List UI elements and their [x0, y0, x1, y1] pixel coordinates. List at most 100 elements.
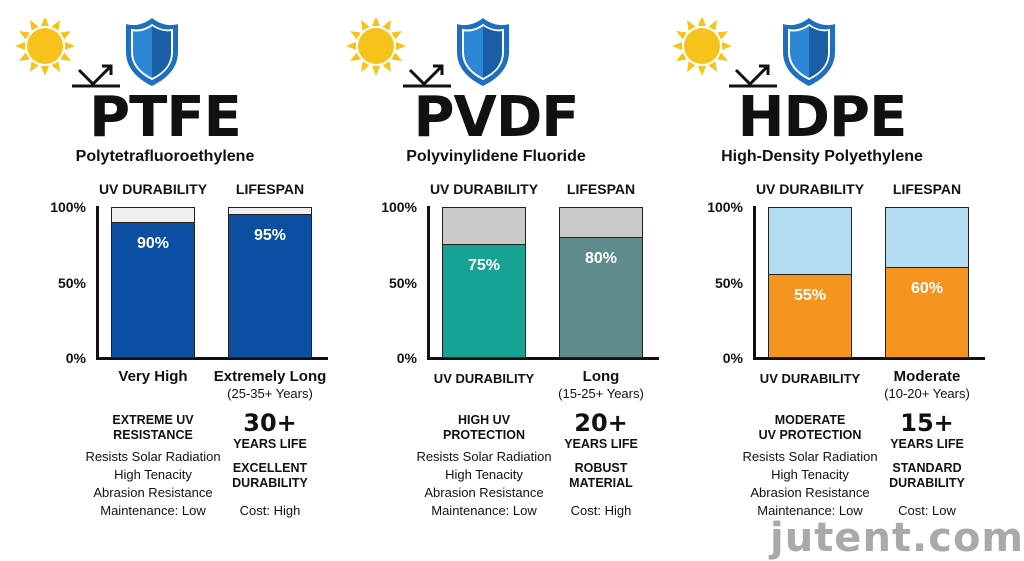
- feature-heading: HIGH UV: [457, 413, 511, 427]
- panel-pvdf: PVDF Polyvinylidene Fluoride UV DURABILITY…: [331, 0, 661, 558]
- data-label: 75%: [467, 257, 501, 275]
- bottom-label: Moderate: [893, 368, 961, 385]
- feature-heading: RESISTANCE: [113, 428, 193, 442]
- material-subtitle: Polytetrafluoroethylene: [75, 148, 255, 165]
- bar-background: 55%: [768, 207, 852, 358]
- feature-item: Maintenance: Low: [757, 503, 863, 518]
- feature-item: High Tenacity: [771, 467, 849, 482]
- lifespan-number: 20+: [574, 409, 628, 437]
- column-header: LIFESPAN: [892, 181, 962, 197]
- cost-label: Cost: High: [570, 503, 632, 518]
- uv-shield-icons: [0, 16, 330, 88]
- shield-icon: [457, 18, 509, 86]
- column-header: LIFESPAN: [235, 181, 305, 197]
- feature-heading: EXTREME UV: [112, 413, 194, 427]
- reflect-arrow-icon: [729, 64, 777, 88]
- bar-background: 95%: [228, 207, 312, 358]
- data-label: 95%: [253, 227, 287, 245]
- bottom-sublabel: (15-25+ Years): [558, 386, 644, 401]
- data-label: 60%: [910, 279, 944, 297]
- y-tick-label: 50%: [57, 275, 86, 291]
- bottom-label: Long: [582, 368, 620, 385]
- years-life-label: YEARS LIFE: [890, 437, 964, 451]
- bottom-label: Very High: [118, 368, 188, 385]
- years-life-label: YEARS LIFE: [564, 437, 638, 451]
- shield-icon: [783, 18, 835, 86]
- bottom-label: UV DURABILITY: [433, 371, 535, 386]
- reflect-arrow-icon: [72, 64, 120, 88]
- watermark: jutent.com: [770, 515, 1024, 561]
- y-axis: [96, 206, 99, 360]
- material-subtitle: Polyvinylidene Fluoride: [406, 148, 586, 165]
- data-label: 55%: [793, 287, 827, 305]
- reflect-arrow-icon: [403, 64, 451, 88]
- y-tick-label: 50%: [388, 275, 417, 291]
- feature-heading: UV PROTECTION: [758, 428, 862, 442]
- y-axis: [427, 206, 430, 360]
- material-title: HDPE: [737, 85, 908, 150]
- feature-item: Abrasion Resistance: [750, 485, 870, 500]
- years-life-label: YEARS LIFE: [233, 437, 307, 451]
- lifespan-number: 30+: [243, 409, 297, 437]
- bar-background: 75%: [442, 207, 526, 358]
- bottom-sublabel: (10-20+ Years): [884, 386, 970, 401]
- y-tick-label: 50%: [714, 275, 743, 291]
- feature-heading: MODERATE: [774, 413, 846, 427]
- bar-uv-durability: [112, 221, 194, 357]
- cost-label: Cost: High: [239, 503, 301, 518]
- sun-icon: [346, 16, 406, 76]
- sun-icon: [672, 16, 732, 76]
- y-axis: [753, 206, 756, 360]
- x-axis: [96, 357, 328, 360]
- durability-label: MATERIAL: [569, 476, 633, 490]
- feature-item: Maintenance: Low: [431, 503, 537, 518]
- data-label: 90%: [136, 234, 170, 252]
- column-header: UV DURABILITY: [429, 181, 539, 197]
- bottom-sublabel: (25-35+ Years): [227, 386, 313, 401]
- feature-item: Maintenance: Low: [100, 503, 206, 518]
- y-tick-label: 0%: [722, 350, 743, 366]
- bar-uv-durability: [443, 244, 525, 357]
- cost-label: Cost: Low: [898, 503, 956, 518]
- bar-uv-durability: [769, 274, 851, 357]
- durability-label: DURABILITY: [889, 476, 965, 490]
- x-axis: [753, 357, 985, 360]
- y-tick-label: 100%: [381, 199, 417, 215]
- feature-item: High Tenacity: [114, 467, 192, 482]
- feature-heading: PROTECTION: [443, 428, 525, 442]
- data-label: 80%: [584, 249, 618, 267]
- bar-lifespan: [560, 236, 642, 357]
- panel-hdpe: HDPE High-Density Polyethylene UV DURABILI…: [657, 0, 987, 558]
- column-header: UV DURABILITY: [755, 181, 865, 197]
- durability-label: ROBUST: [574, 461, 628, 475]
- feature-item: Resists Solar Radiation: [416, 449, 552, 464]
- durability-label: STANDARD: [892, 461, 962, 475]
- bar-lifespan: [229, 214, 311, 357]
- uv-shield-icons: [657, 16, 987, 88]
- durability-label: DURABILITY: [232, 476, 308, 490]
- durability-label: EXCELLENT: [232, 461, 308, 475]
- y-tick-label: 0%: [396, 350, 417, 366]
- bar-lifespan: [886, 266, 968, 357]
- feature-item: Resists Solar Radiation: [742, 449, 878, 464]
- column-header: UV DURABILITY: [98, 181, 208, 197]
- bar-background: 60%: [885, 207, 969, 358]
- y-tick-label: 100%: [707, 199, 743, 215]
- material-title: PTFE: [89, 85, 242, 150]
- y-tick-label: 0%: [65, 350, 86, 366]
- feature-item: Resists Solar Radiation: [85, 449, 221, 464]
- bar-background: 80%: [559, 207, 643, 358]
- material-subtitle: High-Density Polyethylene: [721, 148, 923, 165]
- column-header: LIFESPAN: [566, 181, 636, 197]
- panel-ptfe: PTFE Polytetrafluoroethylene UV DURABILITY…: [0, 0, 330, 558]
- feature-item: Abrasion Resistance: [93, 485, 213, 500]
- bottom-label: UV DURABILITY: [759, 371, 861, 386]
- feature-item: High Tenacity: [445, 467, 523, 482]
- x-axis: [427, 357, 659, 360]
- feature-item: Abrasion Resistance: [424, 485, 544, 500]
- material-title: PVDF: [413, 85, 579, 150]
- y-tick-label: 100%: [50, 199, 86, 215]
- lifespan-number: 15+: [900, 409, 954, 437]
- shield-icon: [126, 18, 178, 86]
- bar-background: 90%: [111, 207, 195, 358]
